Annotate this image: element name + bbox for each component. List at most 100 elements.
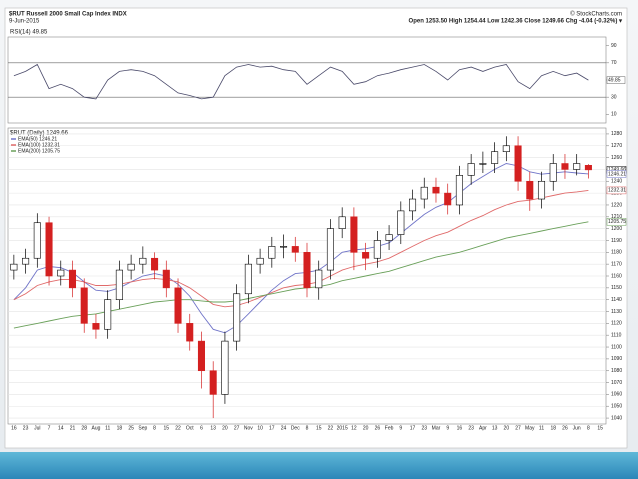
candle-body	[115, 269, 123, 300]
candle-body	[244, 263, 252, 295]
x-tick-label: Feb	[385, 425, 394, 431]
footer-band	[0, 452, 638, 479]
x-tick-label: 20	[504, 425, 510, 431]
y-tick-label: 1270	[611, 143, 622, 149]
series-line	[13, 163, 589, 334]
candle-body	[104, 299, 112, 330]
x-tick-label: 15	[316, 425, 322, 431]
x-tick-label: 9	[399, 425, 402, 431]
candle-body	[315, 269, 323, 289]
candle-body	[420, 186, 428, 200]
candle-body	[68, 269, 77, 289]
y-tick-label: 90	[611, 43, 617, 49]
x-tick-label: Sep	[138, 425, 147, 431]
candle-body	[303, 252, 311, 289]
x-tick-label: 22	[175, 425, 181, 431]
y-tick-label: 1150	[611, 285, 622, 291]
x-tick-label: 13	[492, 425, 498, 431]
y-tick-label: 1180	[611, 250, 622, 256]
x-tick-label: 22	[328, 425, 334, 431]
source: © StockCharts.com	[570, 11, 622, 18]
candle-body	[514, 145, 522, 182]
x-tick-label: 23	[421, 425, 427, 431]
value-label: 49.85	[608, 77, 621, 83]
x-tick-label: Nov	[244, 425, 253, 431]
x-tick-label: 27	[234, 425, 240, 431]
x-tick-label: 20	[363, 425, 369, 431]
value-box	[606, 170, 627, 178]
x-tick-label: 18	[117, 425, 123, 431]
x-tick-label: 13	[210, 425, 216, 431]
y-tick-label: 1160	[611, 273, 622, 279]
value-box	[606, 76, 626, 84]
candle-body	[256, 257, 264, 265]
x-tick-label: 15	[597, 425, 603, 431]
x-tick-label: 14	[58, 425, 64, 431]
legend-label: EMA(200) 1205.75	[18, 148, 60, 154]
candle-body	[221, 340, 229, 395]
candle-body	[268, 246, 276, 259]
x-tick-label: Oct	[186, 425, 194, 431]
candle-body	[174, 287, 182, 324]
y-tick-label: 1240	[611, 179, 622, 185]
candle-body	[397, 210, 405, 235]
candle-body	[233, 293, 241, 342]
y-tick-label: 1050	[611, 404, 622, 410]
y-tick-label: 1130	[611, 309, 622, 315]
chart-frame	[4, 7, 628, 449]
x-tick-label: Jun	[573, 425, 581, 431]
candle-body	[280, 246, 288, 248]
candle-body	[127, 263, 135, 271]
x-tick-label: 16	[11, 425, 17, 431]
y-tick-label: 1170	[611, 261, 622, 267]
x-tick-label: 28	[81, 425, 87, 431]
x-tick-label: 26	[375, 425, 381, 431]
candle-body	[197, 340, 205, 372]
x-tick-label: Aug	[91, 425, 100, 431]
x-tick-label: 6	[200, 425, 203, 431]
y-tick-label: 1100	[611, 344, 622, 350]
value-label: 1246.21	[608, 171, 626, 177]
candle-body	[455, 175, 463, 206]
candle-body	[350, 216, 358, 253]
x-tick-label: 24	[281, 425, 287, 431]
candle-body	[10, 263, 18, 271]
candle-body	[549, 163, 557, 182]
candle-body	[92, 323, 100, 330]
date: 9-Jun-2015	[9, 19, 40, 25]
x-tick-label: 8	[306, 425, 309, 431]
x-tick-label: 11	[539, 425, 544, 431]
y-tick-label: 1140	[611, 297, 622, 303]
candle-body	[373, 240, 381, 259]
candle-body	[209, 370, 217, 395]
x-tick-label: 9	[446, 425, 449, 431]
candle-body	[573, 163, 581, 170]
y-tick-label: 1280	[611, 131, 622, 137]
candle-body	[139, 257, 147, 265]
x-tick-label: Dec	[291, 425, 300, 431]
rsi-title: RSI(14) 49.85	[10, 30, 48, 36]
x-tick-label: 10	[257, 425, 263, 431]
candle-body	[479, 163, 487, 165]
candle-body	[22, 257, 30, 265]
symbol: $RUT Russell 2000 Small Cap Index INDX	[9, 12, 127, 18]
candle-body	[409, 198, 417, 212]
candle-body	[526, 180, 534, 200]
y-tick-label: 1040	[611, 415, 622, 421]
x-tick-label: 16	[457, 425, 463, 431]
candle-body	[385, 234, 393, 241]
y-tick-label: 1120	[611, 321, 622, 327]
candle-body	[537, 180, 546, 200]
candle-body	[291, 246, 299, 253]
candle-body	[338, 216, 346, 229]
y-tick-label: 1080	[611, 368, 622, 374]
y-tick-label: 1190	[611, 238, 622, 244]
candle-body	[444, 192, 452, 206]
candle-body	[45, 222, 53, 277]
y-tick-label: 10	[611, 112, 617, 118]
x-tick-label: Jul	[34, 425, 40, 431]
series-line	[13, 189, 589, 308]
legend-label: EMA(100) 1232.31	[18, 142, 60, 148]
candle-body	[561, 163, 569, 170]
